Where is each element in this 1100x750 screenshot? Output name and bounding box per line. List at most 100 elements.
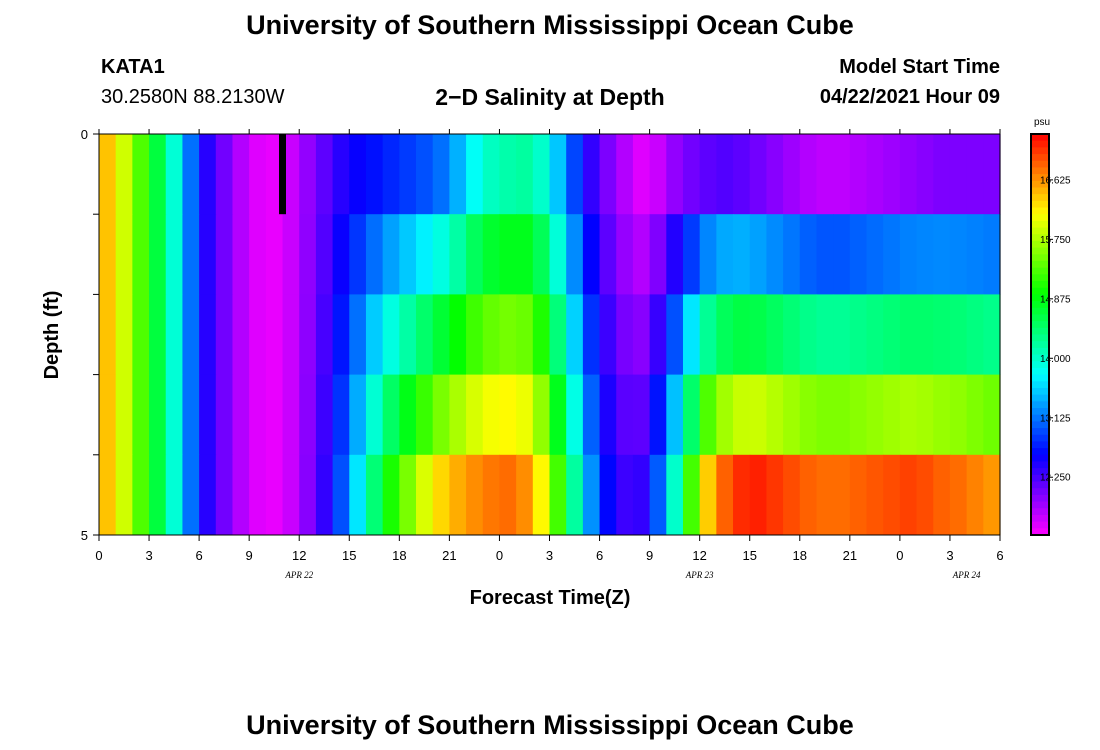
colorbar-segment — [1031, 134, 1049, 142]
heatmap-cell — [516, 134, 534, 215]
heatmap-cell — [632, 294, 651, 375]
heatmap-cell — [783, 214, 801, 295]
heatmap-cell — [549, 294, 567, 375]
heatmap-cell — [532, 374, 551, 456]
heatmap-cell — [632, 454, 651, 536]
heatmap-cell — [632, 374, 651, 456]
heatmap-cell — [482, 454, 501, 536]
heatmap-cell — [933, 214, 951, 295]
heatmap-cell — [215, 454, 234, 536]
heatmap-cell — [299, 294, 317, 375]
colorbar-segment — [1031, 214, 1049, 222]
colorbar-tick-label: 13.125 — [1040, 413, 1071, 424]
heatmap-cell — [582, 294, 601, 375]
heatmap-cell — [749, 374, 768, 456]
colorbar-segment — [1031, 501, 1049, 509]
heatmap-cell — [799, 374, 818, 456]
heatmap-cell — [733, 454, 751, 536]
heatmap-cell — [399, 214, 417, 295]
heatmap-cell — [182, 214, 200, 295]
heatmap-cell — [916, 294, 934, 375]
x-tick-label: 6 — [195, 548, 202, 563]
heatmap-cell — [482, 134, 501, 215]
colorbar-segment — [1031, 267, 1049, 275]
heatmap-cell — [215, 134, 234, 215]
heatmap-cell — [416, 294, 434, 375]
heatmap-cell — [899, 454, 918, 536]
heatmap-cell — [432, 214, 450, 295]
heatmap-cell — [132, 134, 150, 215]
heatmap-cell — [466, 214, 484, 295]
colorbar-segment — [1031, 428, 1049, 436]
heatmap-cell — [182, 134, 200, 215]
heatmap-cell — [299, 134, 317, 215]
heatmap-cell — [833, 214, 851, 295]
heatmap-cell — [149, 374, 167, 456]
x-tick-label: 15 — [742, 548, 756, 563]
colorbar-segment — [1031, 227, 1049, 235]
x-tick-label: 3 — [546, 548, 553, 563]
heatmap-cell — [249, 294, 267, 375]
heatmap-cell — [816, 374, 834, 456]
colorbar-tick-label: 12.250 — [1040, 473, 1071, 484]
heatmap-cell — [499, 374, 517, 456]
heatmap-cell — [549, 374, 567, 456]
heatmap-cell — [499, 214, 517, 295]
heatmap-cell — [849, 374, 868, 456]
heatmap-cell — [616, 374, 634, 456]
colorbar-segment — [1031, 274, 1049, 282]
colorbar-segment — [1031, 260, 1049, 269]
heatmap-cell — [883, 294, 901, 375]
x-tick-label: 0 — [95, 548, 102, 563]
heatmap-cell — [499, 454, 517, 536]
heatmap-cell — [716, 294, 734, 375]
heatmap-cell — [833, 134, 851, 215]
colorbar-segment — [1031, 327, 1049, 336]
heatmap-cell — [115, 374, 133, 456]
x-tick-label: 12 — [692, 548, 706, 563]
x-axis-title: Forecast Time(Z) — [470, 587, 631, 609]
colorbar-segment — [1031, 454, 1049, 463]
colorbar-segment — [1031, 347, 1049, 356]
heatmap-cell — [766, 374, 784, 456]
heatmap-cell — [332, 134, 350, 215]
heatmap-cell — [466, 454, 484, 536]
heatmap-cell — [165, 454, 184, 536]
heatmap-cell — [816, 454, 834, 536]
heatmap-cell — [566, 214, 584, 295]
heatmap-cell — [632, 214, 651, 295]
heatmap-cell — [466, 134, 484, 215]
heatmap-cell — [983, 214, 1001, 295]
colorbar-tick-label: 16.625 — [1040, 175, 1071, 186]
heatmap-cell — [115, 294, 133, 375]
heatmap-cell — [733, 134, 751, 215]
colorbar-segment — [1031, 481, 1049, 489]
station-coordinates: 30.2580N 88.2130W — [101, 86, 285, 108]
heatmap-cell — [282, 374, 300, 456]
x-axis: 0 3 6 9 12 15 18 21 0 3 6 9 12 15 18 21 0 3 6 APR 22 APR 23 A… — [95, 129, 1004, 580]
colorbar-segment — [1031, 528, 1049, 536]
heatmap-cell — [766, 294, 784, 375]
heatmap-cell — [799, 294, 818, 375]
heatmap-cell — [215, 214, 234, 295]
date-label: APR 22 — [284, 570, 313, 580]
x-tick-label: 18 — [392, 548, 406, 563]
heatmap-cell — [349, 214, 367, 295]
heatmap-cell — [516, 374, 534, 456]
heatmap-cell — [599, 294, 617, 375]
colorbar-tick-label: 14.000 — [1040, 354, 1071, 365]
x-tick-label: 21 — [442, 548, 456, 563]
heatmap-cell — [315, 214, 334, 295]
heatmap-cell — [532, 134, 551, 215]
heatmap-cells — [99, 134, 1001, 536]
heatmap-cell — [182, 454, 200, 536]
heatmap-cell — [449, 374, 467, 456]
heatmap-cell — [332, 214, 350, 295]
heatmap-cell — [666, 374, 684, 456]
heatmap-cell — [466, 374, 484, 456]
heatmap-cell — [232, 214, 250, 295]
heatmap-cell — [365, 214, 384, 295]
x-tick-label: 0 — [896, 548, 903, 563]
heatmap-cell — [315, 374, 334, 456]
heatmap-cell — [699, 294, 717, 375]
